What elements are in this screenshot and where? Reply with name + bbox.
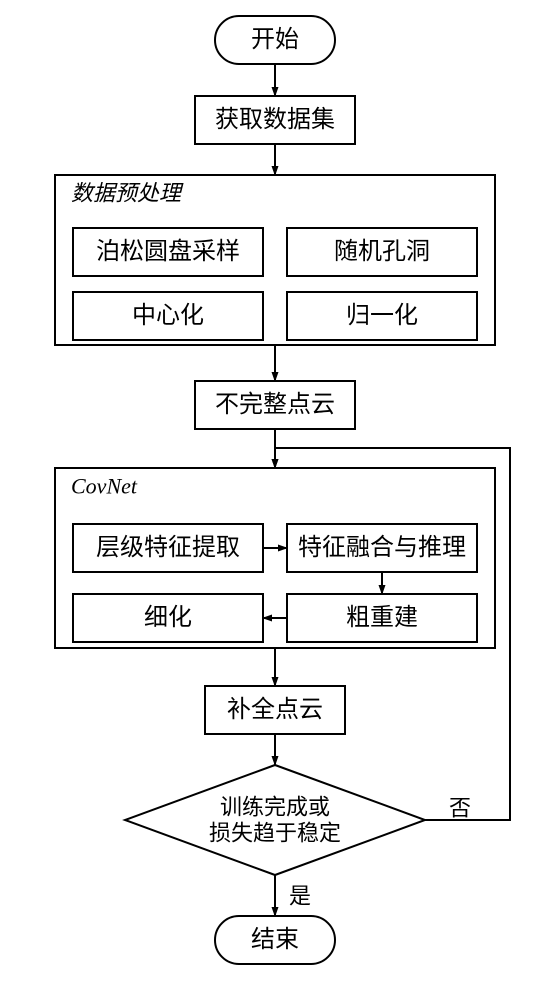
svg-text:结束: 结束 [251, 926, 299, 953]
svg-text:不完整点云: 不完整点云 [215, 391, 335, 418]
svg-text:否: 否 [449, 796, 471, 821]
svg-text:层级特征提取: 层级特征提取 [96, 534, 240, 561]
svg-text:随机孔洞: 随机孔洞 [334, 238, 430, 265]
svg-text:是: 是 [289, 884, 311, 909]
svg-text:CovNet: CovNet [71, 474, 138, 499]
svg-text:开始: 开始 [251, 26, 299, 53]
svg-text:特征融合与推理: 特征融合与推理 [298, 534, 466, 561]
svg-text:补全点云: 补全点云 [227, 696, 323, 723]
svg-text:获取数据集: 获取数据集 [215, 106, 335, 133]
svg-text:损失趋于稳定: 损失趋于稳定 [209, 821, 341, 846]
svg-text:粗重建: 粗重建 [346, 604, 418, 631]
svg-text:细化: 细化 [144, 604, 192, 631]
svg-text:泊松圆盘采样: 泊松圆盘采样 [96, 238, 240, 265]
svg-text:数据预处理: 数据预处理 [71, 181, 184, 206]
svg-text:归一化: 归一化 [346, 302, 418, 329]
svg-text:训练完成或: 训练完成或 [220, 795, 330, 820]
svg-text:中心化: 中心化 [132, 302, 204, 329]
flowchart: 数据预处理 CovNet 是 否 开始获取数据集泊松圆盘采样 随机孔洞中心化 归一化不完整点… [0, 0, 550, 1000]
